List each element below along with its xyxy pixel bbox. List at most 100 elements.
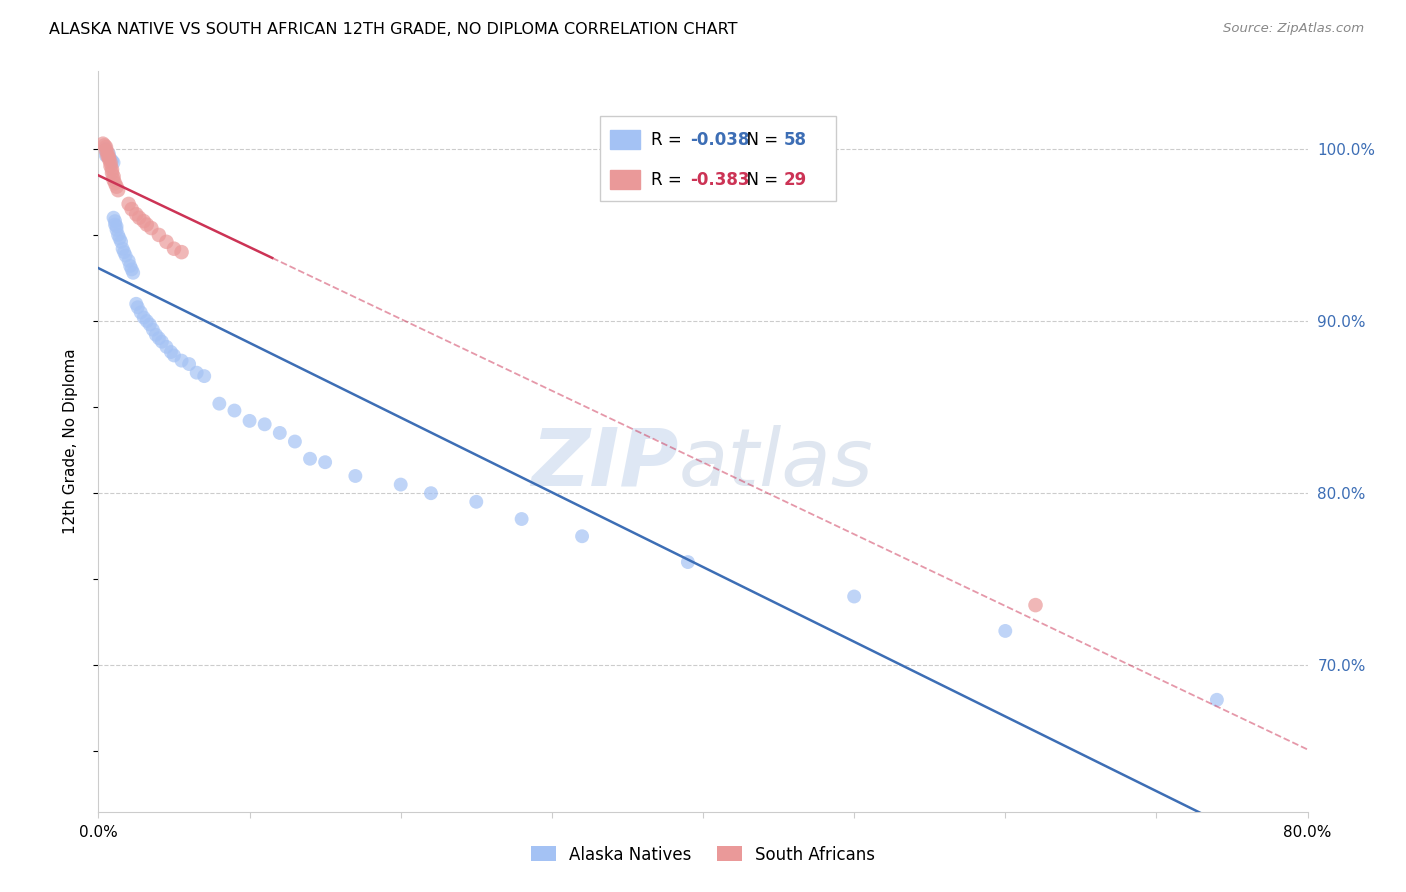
Text: Source: ZipAtlas.com: Source: ZipAtlas.com	[1223, 22, 1364, 36]
Point	[155, 235, 177, 249]
Point	[103, 169, 125, 184]
Text: R =: R =	[651, 170, 688, 188]
Point	[208, 397, 231, 411]
Point	[132, 214, 155, 228]
Point	[103, 211, 125, 225]
Point	[160, 345, 183, 359]
Point	[125, 297, 148, 311]
Point	[141, 221, 163, 235]
Point	[1206, 693, 1229, 707]
Text: N =: N =	[735, 170, 783, 188]
Point	[94, 144, 117, 158]
Point	[121, 262, 143, 277]
Point	[103, 173, 125, 187]
Text: ZIP: ZIP	[531, 425, 679, 503]
Point	[284, 434, 307, 449]
Point	[239, 414, 262, 428]
Point	[100, 159, 122, 173]
Point	[314, 455, 336, 469]
Point	[676, 555, 699, 569]
Point	[121, 202, 143, 216]
Y-axis label: 12th Grade, No Diploma: 12th Grade, No Diploma	[63, 349, 77, 534]
Point	[101, 162, 124, 177]
Point	[125, 207, 148, 221]
Point	[114, 249, 136, 263]
Point	[510, 512, 533, 526]
Point	[118, 253, 141, 268]
Point	[170, 353, 193, 368]
Point	[1024, 598, 1046, 612]
Point	[98, 147, 121, 161]
Point	[94, 145, 117, 160]
Text: 0.0%: 0.0%	[79, 825, 118, 840]
Point	[100, 152, 122, 166]
Point	[420, 486, 443, 500]
Point	[186, 366, 208, 380]
Point	[150, 334, 173, 349]
Text: 29: 29	[785, 170, 807, 188]
Point	[127, 300, 149, 314]
Point	[135, 314, 157, 328]
Point	[132, 310, 155, 325]
Point	[108, 231, 131, 245]
Point	[94, 140, 117, 154]
Bar	[610, 170, 640, 188]
Point	[128, 211, 150, 225]
Point	[163, 348, 186, 362]
Text: -0.383: -0.383	[690, 170, 749, 188]
Point	[91, 136, 114, 151]
Point	[224, 403, 246, 417]
Point	[139, 318, 162, 332]
Point	[103, 155, 125, 169]
Legend: Alaska Natives, South Africans: Alaska Natives, South Africans	[524, 839, 882, 871]
Point	[111, 242, 134, 256]
Point	[94, 149, 117, 163]
Point	[571, 529, 593, 543]
Point	[148, 227, 170, 242]
Point	[155, 340, 177, 354]
Point	[179, 357, 201, 371]
Point	[994, 624, 1017, 638]
Bar	[610, 130, 640, 148]
Point	[129, 305, 152, 319]
Point	[107, 183, 129, 197]
Point	[96, 145, 118, 160]
Text: -0.038: -0.038	[690, 130, 749, 149]
Point	[96, 149, 118, 163]
Point	[107, 227, 129, 242]
Point	[148, 331, 170, 345]
Point	[299, 451, 322, 466]
Point	[120, 259, 142, 273]
Text: 80.0%: 80.0%	[1284, 825, 1331, 840]
Point	[269, 425, 291, 440]
Point	[98, 152, 121, 166]
Point	[101, 153, 124, 168]
Point	[193, 369, 215, 384]
Point	[344, 469, 367, 483]
Text: R =: R =	[651, 130, 688, 149]
Point	[105, 223, 128, 237]
Point	[122, 266, 145, 280]
Point	[110, 235, 132, 249]
Point	[170, 245, 193, 260]
Point	[145, 327, 167, 342]
Point	[104, 218, 127, 232]
Point	[112, 245, 135, 260]
Point	[104, 176, 127, 190]
Point	[389, 477, 412, 491]
Point	[98, 151, 121, 165]
Text: 58: 58	[785, 130, 807, 149]
Text: ALASKA NATIVE VS SOUTH AFRICAN 12TH GRADE, NO DIPLOMA CORRELATION CHART: ALASKA NATIVE VS SOUTH AFRICAN 12TH GRAD…	[49, 22, 738, 37]
Point	[104, 214, 127, 228]
Point	[105, 219, 128, 234]
Point	[163, 242, 186, 256]
Point	[93, 138, 115, 153]
Point	[101, 166, 124, 180]
Point	[94, 142, 117, 156]
Point	[105, 179, 128, 194]
Text: atlas: atlas	[679, 425, 873, 503]
Point	[135, 218, 157, 232]
Point	[844, 590, 866, 604]
Point	[465, 495, 488, 509]
Point	[253, 417, 276, 432]
